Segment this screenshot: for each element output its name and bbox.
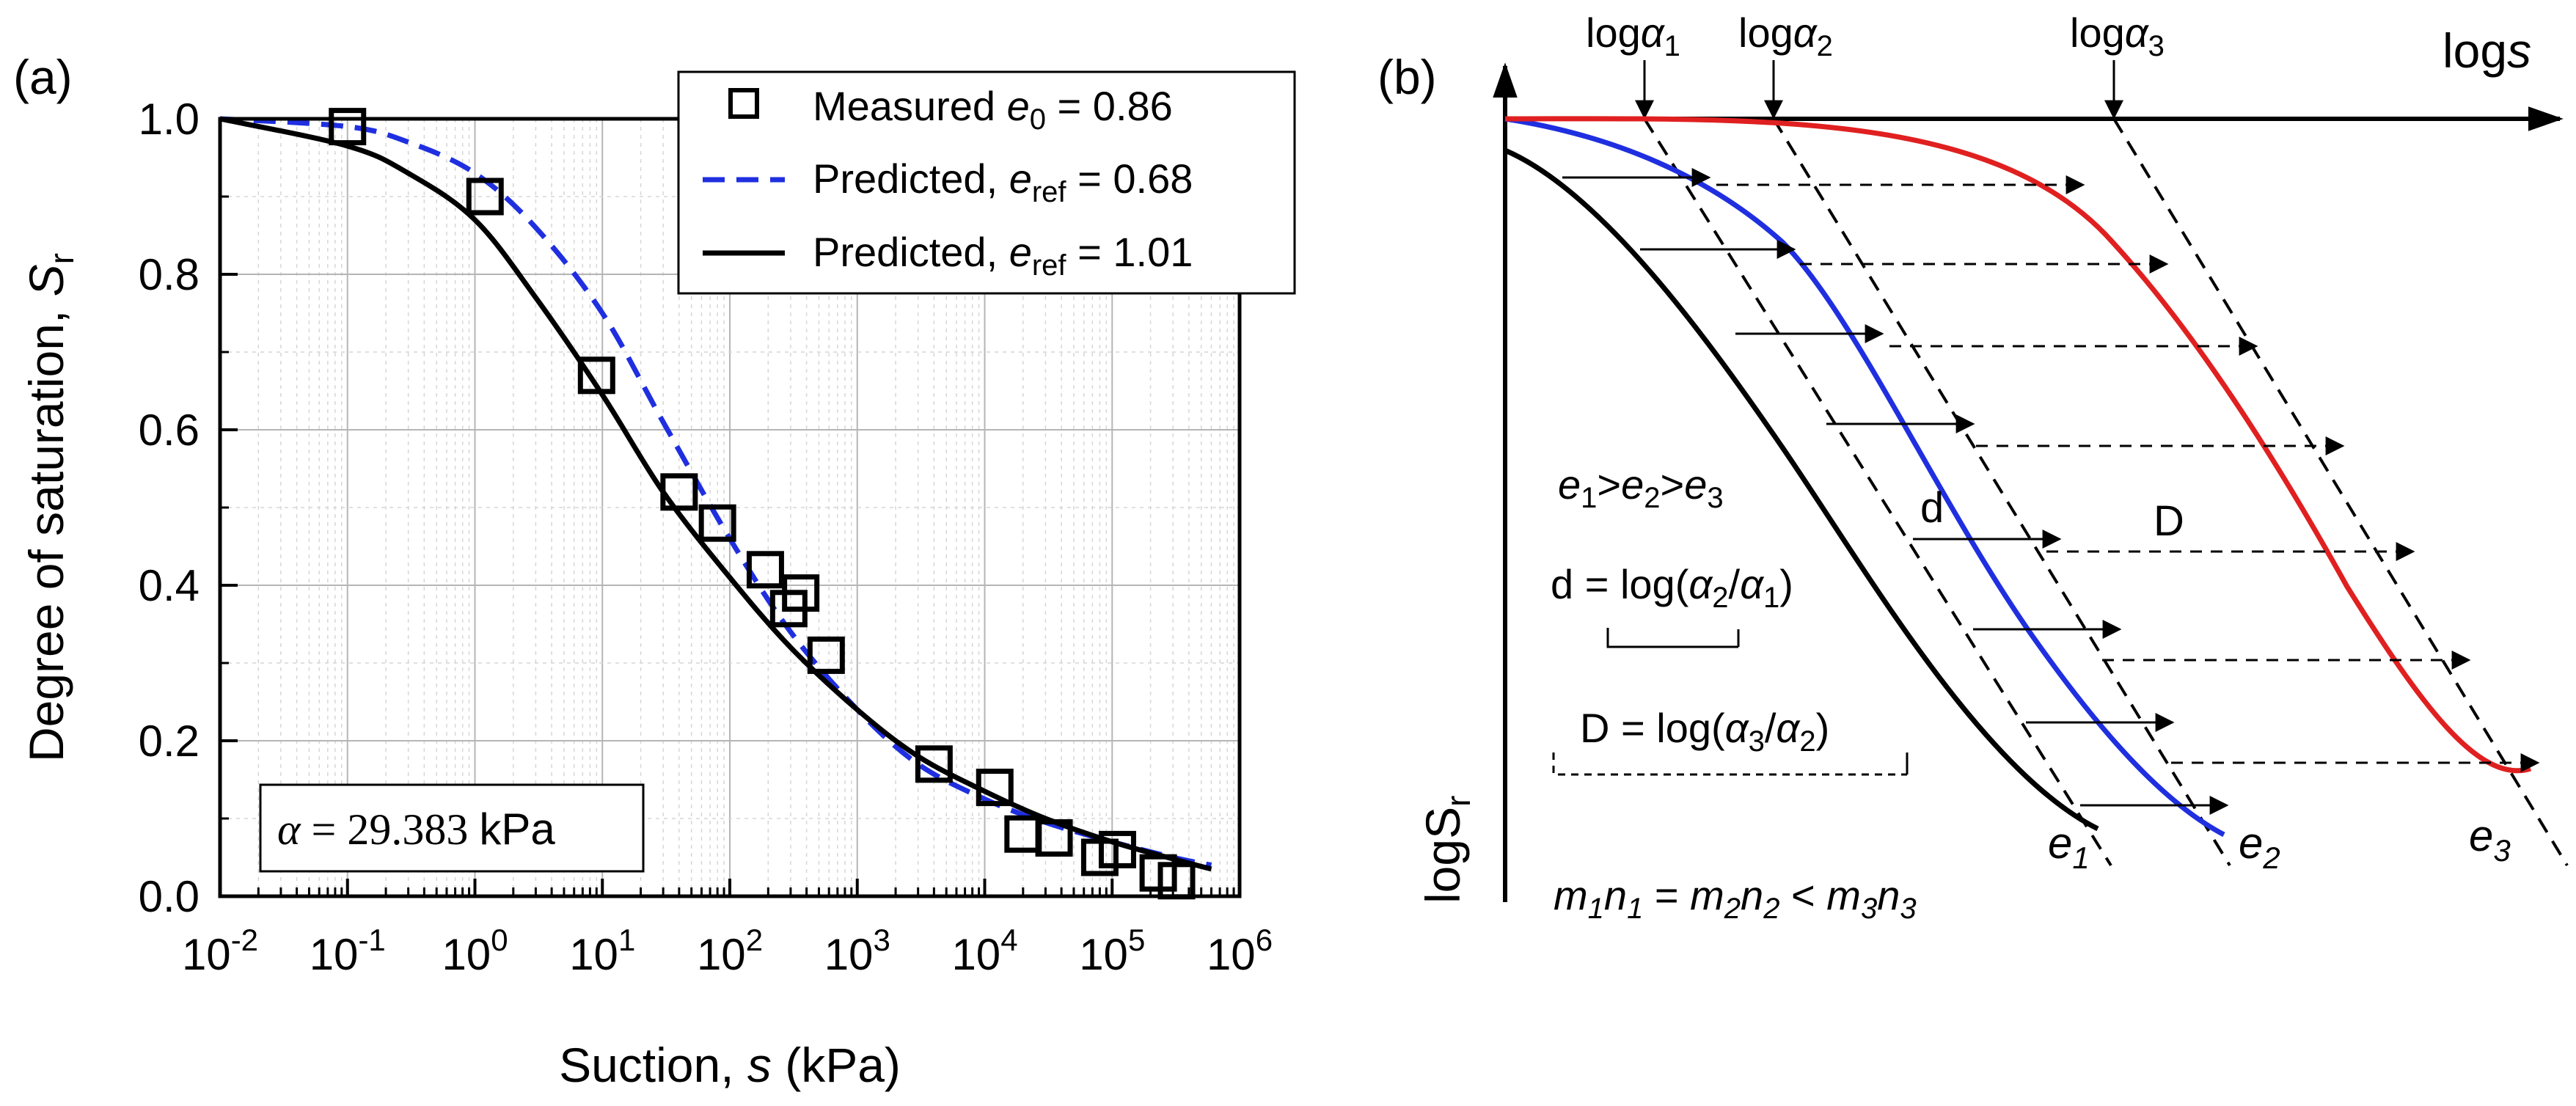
annotation-D-definition: D = log(α3/α2) xyxy=(1580,705,1829,758)
panel-b-y-axis-label: logSr xyxy=(1416,796,1477,904)
panel-a: (a) 10-2 10-1 100 101 102 103 104 105 106 0.0 0.2… xyxy=(13,50,1296,1092)
panel-b-label: (b) xyxy=(1377,50,1437,104)
measured-point xyxy=(660,473,698,511)
panel-a-y-tick-labels: 0.0 0.2 0.4 0.6 0.8 1.0 xyxy=(139,95,200,921)
legend-entry-predicted-068: Predicted, eref = 0.68 xyxy=(813,155,1193,208)
shift-arrows-D xyxy=(1716,175,2540,772)
panel-a-legend: Measured e0 = 0.86 Predicted, eref = 0.6… xyxy=(677,70,1296,295)
x-tick-label: 100 xyxy=(442,923,508,979)
panel-a-x-axis-label: Suction, s (kPa) xyxy=(559,1038,901,1092)
measured-point xyxy=(746,551,784,589)
measured-point xyxy=(1098,830,1136,868)
label-e2: e2 xyxy=(2239,818,2280,875)
y-tick-label: 1.0 xyxy=(139,95,200,144)
alpha-box xyxy=(259,783,645,873)
x-tick-label: 105 xyxy=(1079,923,1145,979)
y-tick-label: 0.4 xyxy=(139,561,200,610)
annotation-d-definition: d = log(α2/α1) xyxy=(1551,561,1793,614)
x-tick-label: 102 xyxy=(697,923,763,979)
shift-arrows-d xyxy=(1562,168,2229,815)
measured-point xyxy=(329,108,367,146)
legend-entry-measured: Measured e0 = 0.86 xyxy=(813,83,1173,136)
alpha-annotation: α = 29.383 kPa xyxy=(259,783,645,873)
label-e3: e3 xyxy=(2469,811,2511,868)
y-tick-label: 0.0 xyxy=(139,872,200,921)
asymptote-e3 xyxy=(2112,117,2569,867)
measured-point xyxy=(466,177,504,216)
y-tick-label: 0.2 xyxy=(139,717,200,766)
measured-point xyxy=(577,356,615,395)
measured-point xyxy=(915,745,953,783)
predicted-curve-eref-101 xyxy=(219,116,1212,872)
legend-entry-predicted-101: Predicted, eref = 1.01 xyxy=(813,229,1193,282)
legend-box xyxy=(677,70,1296,295)
annotation-e-order: e1>e2>e3 xyxy=(1558,461,1724,514)
curve-e3 xyxy=(1504,116,2532,774)
measured-point xyxy=(1035,819,1073,857)
D-bracket xyxy=(1552,752,1907,776)
panel-a-ticks xyxy=(219,117,1241,898)
curve-e1 xyxy=(1504,147,2099,832)
measured-point xyxy=(782,574,820,612)
x-tick-label: 10-2 xyxy=(182,923,258,979)
asymptote-e1 xyxy=(1643,117,2112,867)
alpha-text: α = 29.383 kPa xyxy=(277,805,555,854)
panel-a-label: (a) xyxy=(13,50,73,104)
label-e1: e1 xyxy=(2048,818,2090,875)
measured-point xyxy=(807,636,845,674)
d-bracket xyxy=(1606,628,1738,648)
x-tick-label: 101 xyxy=(569,923,635,979)
label-d: d xyxy=(1920,484,1944,532)
label-D: D xyxy=(2154,497,2184,545)
panel-a-x-tick-labels: 10-2 10-1 100 101 102 103 104 105 106 xyxy=(182,923,1273,979)
panel-b: (b) logs logSr logα1 logα2 logα3 xyxy=(1377,10,2569,925)
label-log-alpha1: logα1 xyxy=(1586,10,1680,62)
legend-marker-square xyxy=(728,88,759,119)
y-tick-label: 0.8 xyxy=(139,250,200,299)
measured-point xyxy=(976,769,1014,807)
panel-a-y-axis-label: Degree of saturation, Sr xyxy=(19,253,81,762)
x-tick-label: 104 xyxy=(951,923,1017,979)
panel-b-x-axis-label: logs xyxy=(2443,23,2531,78)
x-tick-label: 103 xyxy=(824,923,890,979)
x-tick-label: 10-1 xyxy=(310,923,386,979)
label-log-alpha3: logα3 xyxy=(2070,10,2165,62)
y-tick-label: 0.6 xyxy=(139,406,200,455)
measured-point xyxy=(698,504,736,542)
label-log-alpha2: logα2 xyxy=(1738,10,1833,62)
asymptote-e2 xyxy=(1772,117,2231,867)
annotation-mn-relation: m1n1 = m2n2 < m3n3 xyxy=(1554,872,1917,925)
x-tick-label: 106 xyxy=(1207,923,1273,979)
curve-e2 xyxy=(1504,116,2225,838)
